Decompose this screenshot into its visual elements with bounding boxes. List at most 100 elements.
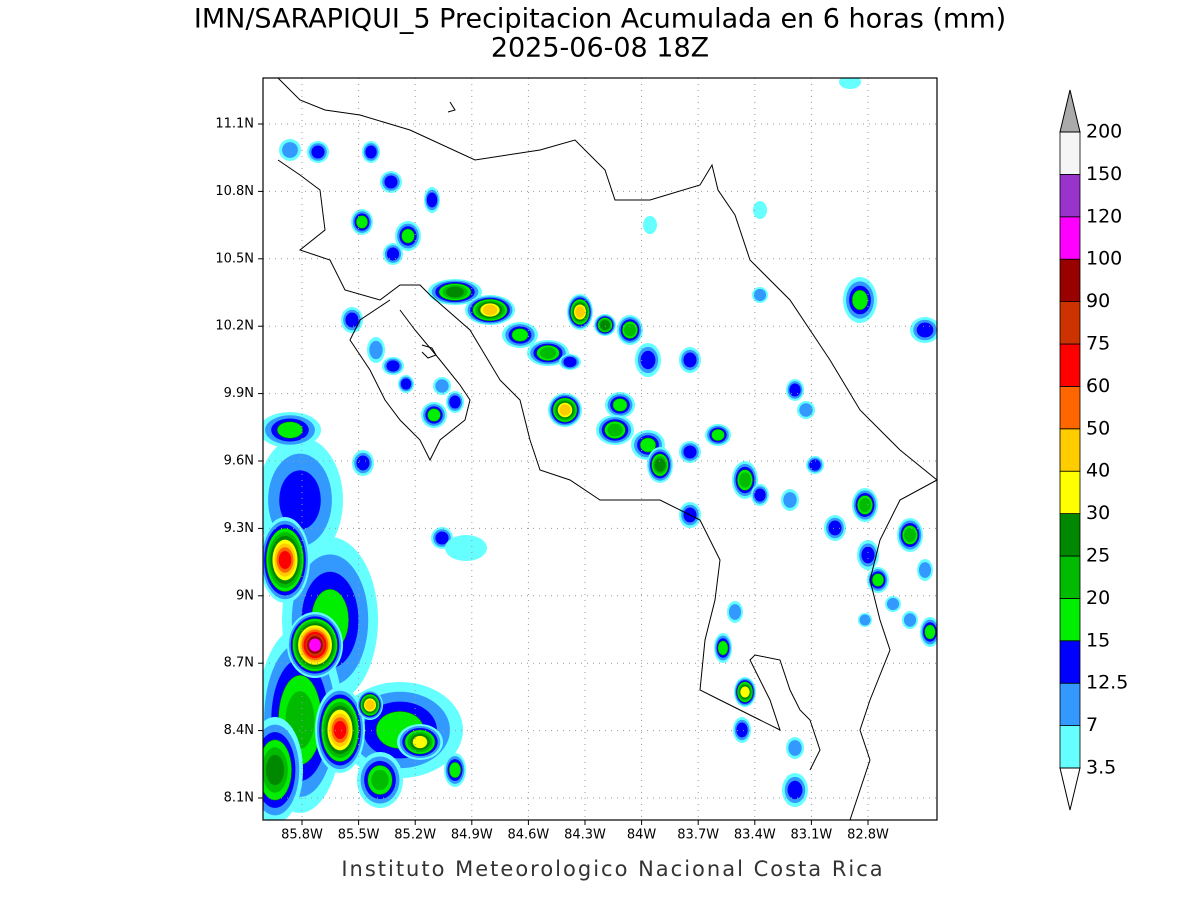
rain-contour [753,288,767,302]
rain-contour [639,437,657,453]
coastlines [277,78,937,820]
rain-contour [788,740,802,756]
rain-contour [643,216,657,234]
colorbar-swatch [1059,640,1081,684]
colorbar-label: 100 [1086,248,1122,270]
rain-contour [624,323,636,337]
rain-contour [426,192,438,208]
rain-contour [559,404,571,416]
colorbar-label: 15 [1086,629,1110,651]
rain-contour [448,761,462,779]
lon-label: 84W [627,828,657,843]
rain-contour [511,328,529,342]
rain-contour [311,145,325,159]
colorbar-label: 20 [1086,587,1110,609]
colorbar: 3.5 7 12.5 15 20 25 30 40 50 60 75 90 100 120 150 200 [1059,89,1128,811]
rain-contour [683,445,697,459]
lat-label: 8.7N [224,656,254,671]
lat-label: 9.6N [224,454,254,469]
rain-contour [482,304,498,316]
rain-contour [839,78,861,89]
rain-contour [861,546,875,564]
rain-contour [654,458,666,472]
rain-contour [787,780,803,800]
lon-label: 85.8W [281,828,323,843]
rain-contour [369,340,383,360]
rain-contour [282,142,298,158]
rain-contour [886,597,900,611]
rain-contour [345,312,359,328]
rain-contour [575,306,585,318]
rain-contour [435,531,449,545]
rain-contour [859,498,871,512]
lat-label: 9N [236,588,254,603]
rain-contour [427,408,441,422]
rain-contour [435,379,449,393]
colorbar-label: 50 [1086,417,1110,439]
rain-contour [265,754,285,786]
rain-contour [445,535,487,561]
colorbar-swatch [1059,513,1081,557]
lat-label: 9.9N [224,386,254,401]
rain-contour [446,286,464,298]
rain-contour [683,352,697,368]
lon-label: 83.7W [677,828,719,843]
rain-contour [539,347,557,359]
rain-contour [918,562,932,578]
subtitle: 2025-06-08 18Z [491,33,709,64]
colorbar-swatch [1059,343,1081,387]
lon-label: 84.9W [451,828,493,843]
rain-contour [355,215,369,229]
rain-contour [924,624,936,640]
rain-contour [277,421,303,439]
rain-contour [400,378,412,390]
rain-contour [278,550,292,570]
lon-label: 83.4W [734,828,776,843]
rain-contour [612,398,628,412]
colorbar-above [1059,89,1081,133]
lat-label: 8.1N [224,791,254,806]
rain-contour [754,488,766,502]
rain-contour [783,492,797,508]
colorbar-swatch [1059,598,1081,642]
colorbar-label: 25 [1086,545,1110,567]
lat-label: 10.2N [215,319,254,334]
colorbar-label: 40 [1086,460,1110,482]
rain-contour [739,472,751,488]
lon-label: 85.5W [338,828,380,843]
colorbar-label: 120 [1086,205,1122,227]
rain-contour [412,735,428,749]
rain-contour [333,720,347,740]
lon-label: 83.1W [790,828,832,843]
colorbar-swatch [1059,216,1081,260]
colorbar-swatch [1059,555,1081,599]
rain-contour [563,356,577,368]
rain-contour [828,520,842,536]
colorbar-swatch [1059,301,1081,345]
rain-contour [365,145,377,159]
lat-label: 11.1N [215,117,254,132]
rain-contour [365,699,375,711]
rain-contour [809,459,821,471]
lat-label: 10.5N [215,251,254,266]
rain-contour [386,360,400,372]
lon-label: 85.2W [394,828,436,843]
rain-contour [384,175,398,189]
colorbar-label: 200 [1086,121,1122,143]
footer: Instituto Meteorologico Nacional Costa R… [341,857,884,881]
rain-contour [600,320,610,330]
rain-contour [607,423,623,437]
colorbar-swatch [1059,470,1081,515]
colorbar-label: 60 [1086,375,1110,397]
rain-contour [449,395,461,409]
rain-contour [871,573,885,587]
colorbar-swatch [1059,725,1081,769]
rain-contour [740,686,750,698]
colorbar-swatch [1059,682,1081,727]
rain-contour [717,640,729,656]
title: IMN/SARAPIQUI_5 Precipitacion Acumulada … [194,4,1006,35]
rain-contour [799,403,813,417]
rain-contour [356,455,370,471]
colorbar-label: 30 [1086,502,1110,524]
